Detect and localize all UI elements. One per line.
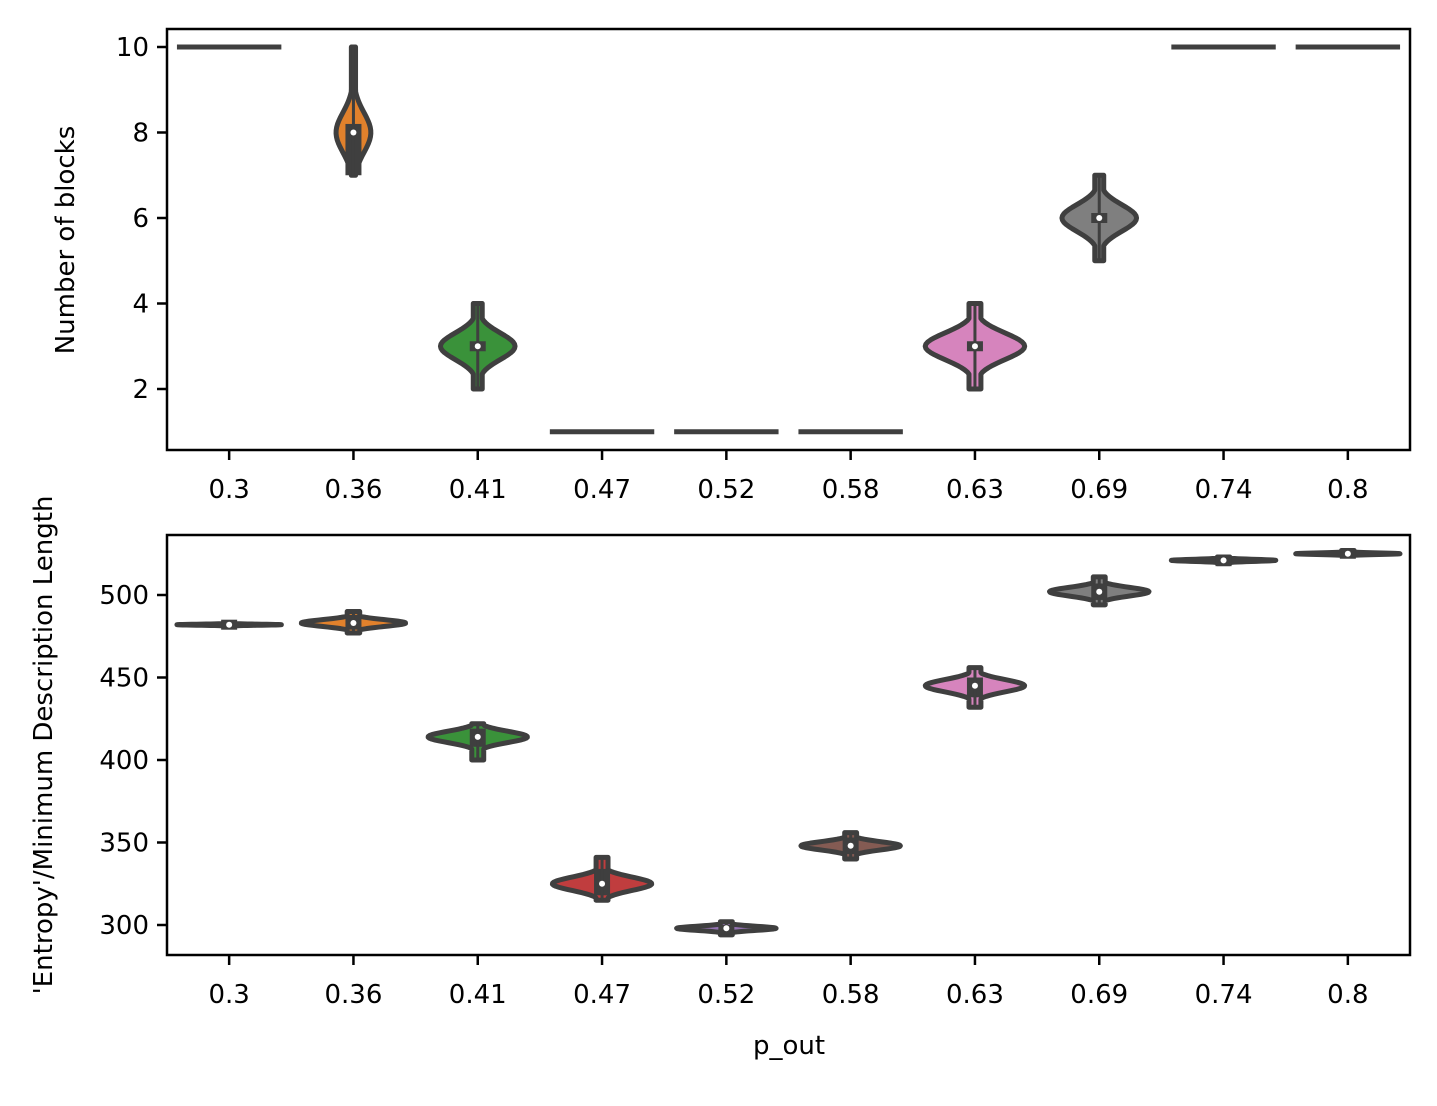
x-tick-label: 0.63 <box>946 475 1004 505</box>
x-tick-label: 0.69 <box>1070 475 1128 505</box>
y-tick-label: 300 <box>99 911 149 941</box>
median-marker <box>1344 550 1351 557</box>
median-marker <box>474 733 481 740</box>
y-tick-label: 6 <box>132 204 149 234</box>
x-axis-label: p_out <box>753 1031 825 1061</box>
x-tick-label: 0.3 <box>208 475 249 505</box>
x-tick-label: 0.41 <box>449 475 507 505</box>
y-tick-label: 450 <box>99 664 149 694</box>
median-marker <box>1096 215 1103 221</box>
median-marker <box>350 620 357 627</box>
violin-0.47 <box>549 854 655 903</box>
violin-0.74 <box>1168 554 1279 567</box>
violin-0.52 <box>674 919 779 938</box>
x-tick-label: 0.58 <box>822 980 880 1010</box>
y-tick-label: 2 <box>132 375 149 405</box>
x-tick-label: 0.74 <box>1195 475 1253 505</box>
median-marker <box>971 682 978 689</box>
violin-0.63 <box>922 665 1028 710</box>
violin-0.69 <box>1047 574 1152 608</box>
x-tick-label: 0.47 <box>573 980 631 1010</box>
violin-0.41 <box>425 721 530 763</box>
x-tick-label: 0.58 <box>822 475 880 505</box>
violin-0.41 <box>437 301 518 392</box>
median-marker <box>1096 588 1103 595</box>
median-marker <box>847 842 854 849</box>
violin-0.69 <box>1059 172 1140 264</box>
median-marker <box>226 621 233 628</box>
x-tick-label: 0.36 <box>325 475 383 505</box>
x-tick-label: 0.36 <box>325 980 383 1010</box>
median-marker <box>474 343 481 350</box>
x-tick-label: 0.8 <box>1327 475 1368 505</box>
y-tick-label: 350 <box>99 829 149 859</box>
axes-frame <box>165 27 1412 452</box>
x-tick-label: 0.52 <box>697 475 755 505</box>
x-tick-label: 0.52 <box>697 980 755 1010</box>
y-tick-label: 4 <box>132 290 149 320</box>
violin-0.36 <box>298 609 409 636</box>
x-tick-label: 0.3 <box>208 980 249 1010</box>
y-tick-label: 8 <box>132 119 149 149</box>
violin-0.63 <box>922 301 1028 392</box>
y-tick-label: 500 <box>99 581 149 611</box>
violin-0.36 <box>333 44 374 178</box>
x-tick-label: 0.63 <box>946 980 1004 1010</box>
median-marker <box>971 343 978 350</box>
x-tick-label: 0.47 <box>573 475 631 505</box>
x-tick-label: 0.8 <box>1327 980 1368 1010</box>
top-y-axis-label: Number of blocks <box>51 126 81 355</box>
violin-0.58 <box>798 830 903 862</box>
axes-frame <box>165 533 1412 957</box>
median-marker <box>1220 557 1227 564</box>
x-tick-label: 0.74 <box>1195 980 1253 1010</box>
bottom-y-axis-label: 'Entropy'/Minimum Description Length <box>29 496 59 995</box>
median-marker <box>599 880 606 887</box>
y-tick-label: 400 <box>99 746 149 776</box>
y-tick-label: 10 <box>116 33 149 63</box>
median-marker <box>723 925 730 932</box>
bottom-violin-plot: 300 350 400 450 500 0.3 0.36 0.41 0.47 0.52 0.58 0.… <box>99 533 1412 1010</box>
violin-0.8 <box>1293 547 1403 559</box>
violin-0.3 <box>174 619 284 630</box>
top-violin-plot: 2 4 6 8 10 0.3 0.36 0.41 0.47 0.52 0.58 0.63 0.69 0.7… <box>116 27 1412 505</box>
median-marker <box>350 129 357 136</box>
x-tick-label: 0.41 <box>449 980 507 1010</box>
x-tick-label: 0.69 <box>1070 980 1128 1010</box>
